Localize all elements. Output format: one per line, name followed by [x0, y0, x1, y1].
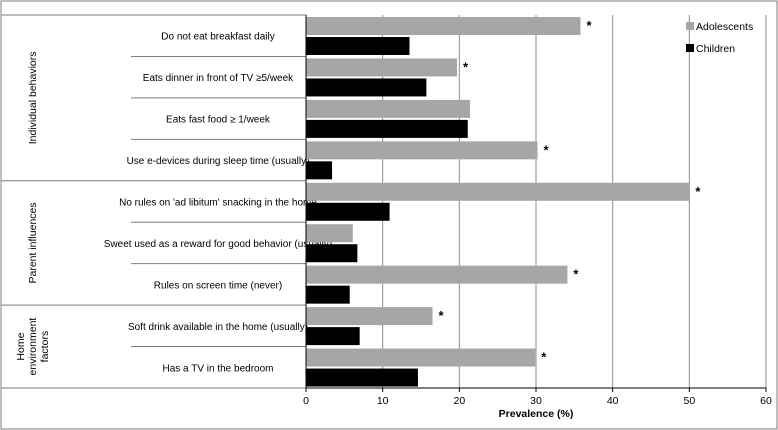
category-label: Eats dinner in front of TV ≥5/week: [143, 73, 294, 84]
bar-children: [306, 327, 360, 346]
bar-adolescents: [306, 182, 690, 201]
bar-adolescents: [306, 307, 433, 326]
category-label: Use e-devices during sleep time (usually…: [127, 156, 310, 167]
significance-marker: *: [541, 350, 547, 365]
bar-children: [306, 78, 427, 97]
x-tick-label: 20: [453, 395, 465, 407]
significance-marker: *: [586, 18, 592, 33]
group-label: Home: [15, 332, 27, 360]
category-groups: Individual behaviors Parent influences Hom…: [1, 14, 306, 389]
x-tick-label: 30: [530, 395, 542, 407]
bar-adolescents: [306, 265, 568, 284]
bar-adolescents: [306, 99, 471, 118]
bar-children: [306, 37, 410, 55]
significance-marker: *: [544, 142, 550, 157]
category-label: No rules on 'ad libitum' snacking in the…: [119, 198, 317, 209]
group-label: environment: [27, 318, 39, 376]
group-label: Individual behaviors: [27, 51, 39, 144]
category-rows: Do not eat breakfast daily Eats dinner in…: [104, 32, 332, 375]
bar-children: [306, 119, 468, 138]
bar-children: [306, 161, 333, 180]
legend-label: Children: [696, 43, 735, 55]
category-label: Rules on screen time (never): [154, 280, 282, 291]
group-label: factors: [39, 331, 51, 363]
category-label: Soft drink available in the home (usuall…: [128, 322, 308, 333]
category-label: Sweet used as a reward for good behavior…: [104, 239, 332, 250]
x-tick-label: 40: [607, 395, 619, 407]
bar-adolescents: [306, 224, 353, 243]
x-tick-label: 50: [683, 395, 695, 407]
bar-children: [306, 368, 418, 387]
x-tick-label: 60: [760, 395, 772, 407]
x-axis: 0 10 20 30 40 50 60: [303, 15, 772, 407]
significance-marker: *: [695, 184, 701, 199]
bar-children: [306, 244, 358, 263]
legend-swatch: [686, 22, 694, 30]
category-label: Do not eat breakfast daily: [161, 32, 274, 43]
bar-adolescents: [306, 58, 458, 77]
x-axis-title: Prevalence (%): [499, 408, 574, 420]
bar-children: [306, 285, 350, 304]
bar-adolescents: [306, 348, 536, 367]
significance-marker: *: [439, 308, 445, 323]
x-tick-label: 0: [303, 395, 309, 407]
significance-marker: *: [463, 59, 469, 74]
bar-adolescents: [306, 141, 538, 160]
category-label: Has a TV in the bedroom: [163, 363, 274, 374]
legend-label: Adolescents: [696, 21, 753, 33]
x-tick-label: 10: [377, 395, 389, 407]
bar-children: [306, 202, 390, 221]
bars: * * * * * * *: [306, 17, 701, 387]
legend-swatch: [686, 44, 694, 52]
category-label: Eats fast food ≥ 1/week: [166, 115, 271, 126]
bar-adolescents: [306, 17, 581, 35]
group-label: Parent influences: [27, 202, 39, 283]
legend: Adolescents Children: [686, 21, 753, 55]
significance-marker: *: [573, 267, 579, 282]
gridlines: [382, 15, 767, 388]
